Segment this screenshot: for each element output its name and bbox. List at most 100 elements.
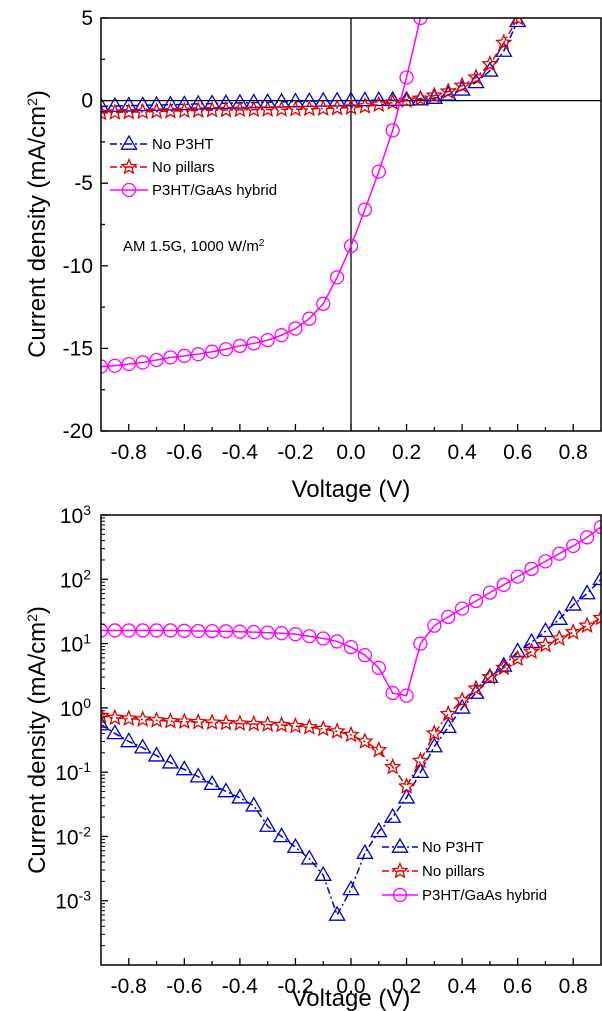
- y-tick-label: 100: [60, 695, 91, 721]
- data-point: [218, 624, 234, 639]
- data-point: [593, 519, 601, 535]
- x-tick-label: 0.2: [392, 441, 421, 464]
- series-no-pillars: [101, 608, 601, 794]
- data-point: [566, 538, 581, 554]
- data-point: [564, 623, 582, 640]
- data-point: [175, 760, 194, 776]
- data-point: [467, 68, 485, 85]
- data-point: [579, 530, 595, 545]
- data-point: [246, 336, 261, 351]
- data-point: [342, 98, 360, 115]
- data-point: [413, 18, 428, 26]
- legend-marker: [392, 887, 408, 903]
- data-point: [120, 102, 138, 120]
- legend-label: No P3HT: [422, 839, 484, 856]
- y-tick-label: 101: [60, 631, 91, 657]
- x-tick-label: 0.4: [448, 975, 478, 998]
- data-point: [454, 601, 470, 616]
- data-point: [441, 609, 456, 625]
- data-point: [481, 667, 499, 685]
- y-tick-label: 10-2: [55, 823, 91, 849]
- legend-entry: P3HT/GaAs hybrid: [382, 887, 547, 904]
- data-point: [232, 338, 248, 354]
- x-tick-label: -0.4: [222, 975, 259, 998]
- data-point: [328, 91, 346, 107]
- data-point: [272, 100, 291, 117]
- data-point: [120, 732, 138, 748]
- data-point: [101, 715, 110, 731]
- data-point: [467, 679, 485, 696]
- y-tick-base: 10: [60, 569, 83, 592]
- data-point: [383, 757, 402, 775]
- data-point: [302, 311, 317, 326]
- data-point: [439, 704, 457, 722]
- y-tick-base: 10: [60, 698, 83, 721]
- y-tick-exponent: -3: [79, 888, 92, 904]
- legend-label: No P3HT: [152, 136, 214, 153]
- data-point: [356, 97, 374, 114]
- data-point: [286, 99, 305, 117]
- data-point: [314, 865, 332, 881]
- data-point: [399, 688, 414, 703]
- data-point: [258, 92, 277, 109]
- data-point: [245, 796, 263, 812]
- data-point: [328, 905, 346, 921]
- data-point: [356, 91, 374, 107]
- data-point: [302, 629, 317, 644]
- data-point: [495, 658, 513, 676]
- series-line: [101, 617, 601, 788]
- y-axis-title-main: Current density (mA/cm: [24, 622, 51, 874]
- data-point: [161, 101, 180, 119]
- data-point: [231, 714, 249, 731]
- data-point: [149, 623, 164, 638]
- data-point: [231, 788, 249, 804]
- data-point: [163, 350, 178, 365]
- data-point: [316, 296, 331, 311]
- x-tick-label: -0.2: [277, 441, 313, 464]
- data-point: [425, 724, 444, 741]
- data-point: [121, 623, 136, 638]
- data-point: [258, 100, 277, 117]
- x-tick-label: 0.4: [448, 441, 478, 464]
- data-point: [411, 762, 430, 778]
- data-point: [163, 623, 178, 638]
- x-tick-label: 0.0: [336, 975, 365, 998]
- x-tick-label: -0.2: [277, 975, 313, 998]
- data-point: [383, 93, 402, 111]
- legend-label: No pillars: [422, 863, 485, 880]
- data-point: [329, 634, 345, 649]
- y-axis-title: Current density (mA/cm2): [24, 90, 51, 358]
- data-point: [175, 712, 194, 730]
- y-tick-label: 0: [81, 90, 93, 113]
- y-axis-title-close: ): [24, 606, 51, 614]
- y-tick-exponent: -2: [79, 823, 92, 839]
- data-point: [592, 569, 601, 586]
- series-line: [101, 578, 601, 917]
- y-axis-title-close: ): [24, 90, 51, 98]
- data-point: [203, 774, 221, 791]
- data-point: [107, 358, 123, 373]
- data-point: [342, 725, 360, 743]
- data-point: [425, 86, 444, 104]
- legend-label: No pillars: [152, 159, 215, 176]
- data-point: [383, 807, 402, 823]
- illumination-annotation: AM 1.5G, 1000 W/m2: [123, 238, 265, 256]
- y-tick-label: 5: [81, 7, 93, 30]
- data-point: [189, 767, 207, 783]
- data-point: [133, 710, 152, 727]
- data-point: [427, 618, 442, 633]
- y-axis-title-sup: 2: [24, 614, 40, 622]
- data-point: [175, 95, 194, 111]
- data-point: [300, 99, 319, 117]
- y-tick-base: 10: [60, 634, 83, 657]
- y-tick-base: 10: [55, 891, 78, 914]
- legend-entry: P3HT/GaAs hybrid: [110, 182, 277, 199]
- data-point: [411, 90, 430, 106]
- data-point: [245, 93, 263, 109]
- data-point: [578, 584, 596, 600]
- data-point: [101, 359, 109, 374]
- data-point: [272, 92, 291, 108]
- data-point: [189, 94, 207, 110]
- x-tick-label: -0.6: [166, 441, 202, 464]
